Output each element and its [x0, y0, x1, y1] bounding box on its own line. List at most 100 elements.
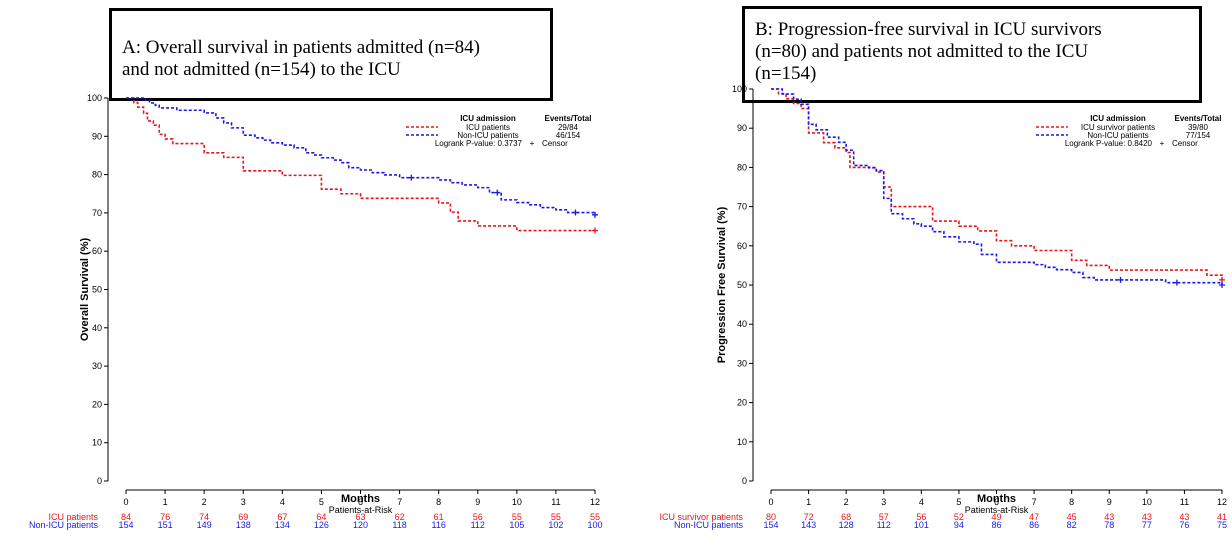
panel-b-y-tick-label: 80 [737, 162, 747, 172]
panel-b-legend-value: 77/154 [1186, 131, 1211, 140]
panel-a-censor-mark [592, 211, 598, 218]
panel-a-risk-value: 62 [395, 512, 405, 522]
panel-b-risk-value: 76 [1179, 520, 1189, 530]
panel-a-legend-label: Non-ICU patients [457, 131, 518, 140]
panel-b-y-tick-label: 100 [732, 84, 747, 94]
panel-b-x-tick-label: 9 [1107, 497, 1112, 507]
panel-b-x-tick-label: 10 [1142, 497, 1152, 507]
panel-a-risk-value: 61 [434, 512, 444, 522]
panel-b-title-line-3: (n=154) [755, 63, 817, 84]
panel-b-y-tick-label: 90 [737, 123, 747, 133]
panel-a-y-tick-label: 0 [97, 476, 102, 486]
panel-b-risk-value: 101 [914, 520, 929, 530]
panel-a-y-tick-label: 30 [92, 361, 102, 371]
panel-b-x-tick-label: 5 [956, 497, 961, 507]
panel-b-x-tick-label: 2 [844, 497, 849, 507]
panel-b-y-axis-title: Progression Free Survival (%) [716, 206, 728, 363]
panel-a-x-tick-label: 2 [202, 497, 207, 507]
panel-b-y-tick-label: 20 [737, 398, 747, 408]
panel-a-x-tick-label: 4 [280, 497, 285, 507]
panel-a-risk-value: 105 [509, 520, 524, 530]
panel-a-risk-value: 64 [316, 512, 326, 522]
panel-a-risk-value: 112 [471, 520, 485, 530]
panel-a-series-non-icu-line [126, 97, 596, 215]
panel-b-risk-value: 43 [1142, 512, 1152, 522]
panel-b-censor-mark [1219, 276, 1225, 283]
panel-b-risk-title: Patients-at-Risk [965, 505, 1029, 515]
panel-a-legend-value: 29/84 [558, 123, 579, 132]
panel-a-risk-value: 74 [199, 512, 209, 522]
panel-b-y-tick-label: 40 [737, 319, 747, 329]
panel-b-risk-value: 94 [954, 520, 964, 530]
panel-a-legend-events-header: Events/Total [545, 114, 592, 123]
panel-a-risk-row-label: Non-ICU patients [29, 520, 99, 530]
panel-a-y-tick-label: 50 [92, 285, 102, 295]
panel-a-risk-value: 134 [275, 520, 290, 530]
panel-a-title-line-1: A: Overall survival in patients admitted… [122, 37, 480, 58]
panel-a-risk-value: 55 [551, 512, 561, 522]
panel-b-risk-value: 43 [1104, 512, 1114, 522]
panel-a-x-tick-label: 11 [551, 497, 560, 507]
panel-a-risk-value: 55 [512, 512, 522, 522]
panel-b-title-box: B: Progression-free survival in ICU surv… [742, 6, 1202, 103]
panel-a-series-icu-line [126, 97, 595, 232]
panel-a-y-tick-label: 40 [92, 323, 102, 333]
panel-b-x-tick-label: 1 [806, 497, 811, 507]
panel-b-risk-value: 143 [801, 520, 816, 530]
panel-b-censor-mark [1219, 282, 1225, 288]
panel-b-risk-value: 47 [1029, 512, 1039, 522]
panel-b-risk-row-label: Non-ICU patients [674, 520, 744, 530]
panel-a-legend-censor-symbol: + [530, 139, 535, 148]
panel-a-y-tick-label: 80 [92, 170, 102, 180]
panel-b-y-tick-label: 0 [742, 476, 747, 486]
panel-b-title-line-2: (n=80) and patients not admitted to the … [755, 41, 1089, 62]
panel-a-risk-value: 56 [473, 512, 483, 522]
panel-a-risk-value: 84 [121, 512, 131, 522]
panel-b-y-tick-label: 10 [737, 437, 747, 447]
panel-a-risk-value: 63 [355, 512, 365, 522]
panel-b-risk-value: 77 [1142, 520, 1152, 530]
panel-b-risk-value: 68 [841, 512, 851, 522]
panel-a-risk-value: 55 [590, 512, 600, 522]
panel-a-risk-title: Patients-at-Risk [329, 505, 393, 515]
panel-b-risk-value: 43 [1179, 512, 1189, 522]
panel-a-risk-value: 126 [314, 520, 329, 530]
panel-a-legend-header: ICU admission [460, 114, 516, 123]
panel-a-legend-label: ICU patients [466, 123, 510, 132]
panel-b-risk-value: 86 [991, 520, 1001, 530]
panel-b-risk-value: 82 [1067, 520, 1077, 530]
panel-a-legend-pvalue: Logrank P-value: 0.3737 [435, 139, 523, 148]
panel-a-x-tick-label: 6 [358, 497, 363, 507]
panel-a-title-line-2: and not admitted (n=154) to the ICU [122, 59, 401, 80]
panel-a-x-tick-label: 8 [436, 497, 441, 507]
panel-b-series-icu-line [771, 88, 1223, 280]
panel-b-series-non-icu-line [771, 88, 1223, 285]
panel-a-censor-mark [592, 227, 598, 234]
panel-b-risk-value: 112 [877, 520, 891, 530]
panel-a-censor-mark [494, 189, 501, 196]
panel-a-risk-value: 120 [353, 520, 368, 530]
panel-b-risk-row-label: ICU survivor patients [659, 512, 743, 522]
panel-a-risk-value: 151 [158, 520, 173, 530]
panel-a-x-tick-label: 3 [241, 497, 246, 507]
panel-b-risk-value: 57 [879, 512, 889, 522]
panel-a-legend-censor-label: Censor [542, 139, 568, 148]
panel-b-y-tick-label: 30 [737, 358, 747, 368]
panel-a-y-tick-label: 10 [92, 438, 102, 448]
panel-a-x-tick-label: 10 [512, 497, 522, 507]
panel-a-y-tick-label: 100 [87, 93, 102, 103]
panel-a-y-tick-label: 70 [92, 208, 102, 218]
panel-a-risk-value: 76 [160, 512, 170, 522]
panel-b-legend-header: ICU admission [1090, 114, 1146, 123]
panel-b-legend-censor-symbol: + [1160, 139, 1165, 148]
panel-a-risk-value: 102 [548, 520, 563, 530]
panel-a-x-tick-label: 12 [590, 497, 600, 507]
panel-a-x-axis-title: Months [341, 493, 380, 505]
panel-b-risk-value: 75 [1217, 520, 1227, 530]
panel-a-x-tick-label: 7 [397, 497, 402, 507]
panel-a-censor-mark [408, 174, 415, 181]
panel-a-risk-value: 118 [392, 520, 406, 530]
panel-b-y-tick-label: 70 [737, 202, 747, 212]
panel-b-x-tick-label: 12 [1217, 497, 1227, 507]
panel-b-risk-value: 154 [763, 520, 778, 530]
